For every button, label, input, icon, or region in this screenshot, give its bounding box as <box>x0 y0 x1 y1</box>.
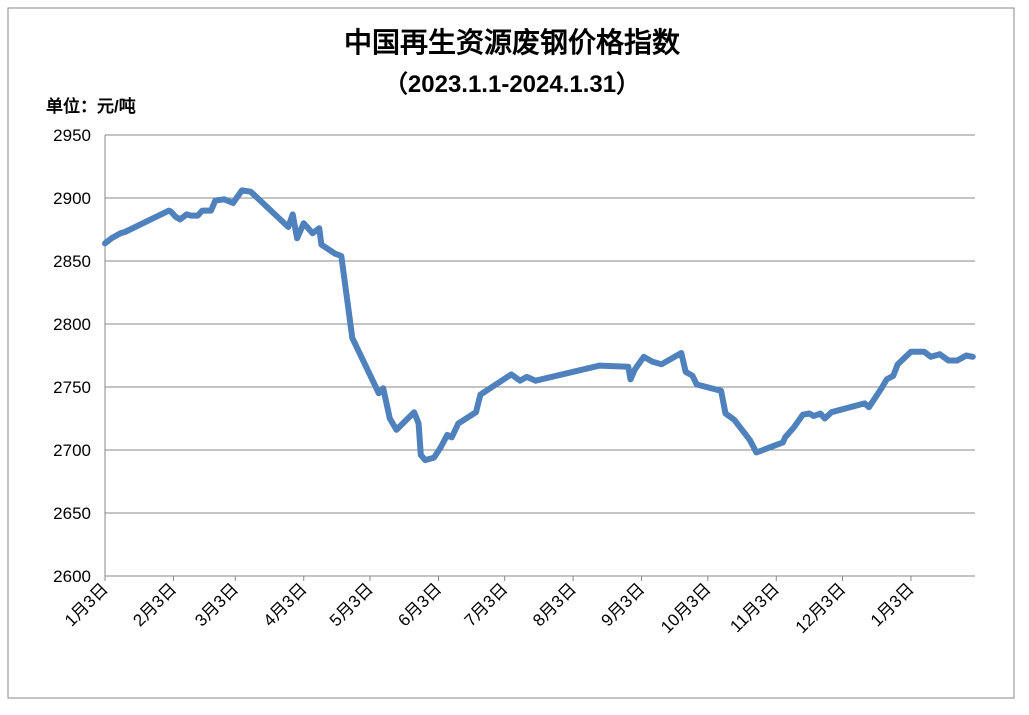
y-tick-label: 2950 <box>53 126 91 145</box>
line <box>102 187 976 464</box>
y-tick-label: 2900 <box>53 189 91 208</box>
y-tick-label: 2850 <box>53 252 91 271</box>
x-tick-label: 4月3日 <box>260 579 311 630</box>
frame <box>7 7 1015 699</box>
x-tick-label: 5月3日 <box>326 579 377 630</box>
y-tick-label: 2800 <box>53 315 91 334</box>
x-tick-label: 1月3日 <box>867 579 918 630</box>
x-tick-label: 9月3日 <box>598 579 649 630</box>
chart-title: 中国再生资源废钢价格指数 <box>344 27 681 58</box>
x-tick-label: 10月3日 <box>657 579 715 637</box>
y-tick-label: 2750 <box>53 378 91 397</box>
y-tick-label: 2650 <box>53 504 91 523</box>
x-tick-label: 2月3日 <box>129 579 180 630</box>
x-tick-label: 12月3日 <box>792 579 850 637</box>
x-tick-label: 3月3日 <box>191 579 242 630</box>
x-tick-label: 11月3日 <box>726 579 783 636</box>
y-tick-label: 2600 <box>53 567 91 586</box>
x-tick-label: 8月3日 <box>529 579 580 630</box>
y-tick-label: 2700 <box>53 441 91 460</box>
chart-subtitle: （2023.1.1-2024.1.31） <box>384 71 640 98</box>
x-tick-label: 1月3日 <box>61 579 112 630</box>
y-axis-label: 单位：元/吨 <box>46 96 136 116</box>
x-tick-label: 7月3日 <box>461 579 512 630</box>
x-tick-label: 6月3日 <box>394 579 445 630</box>
